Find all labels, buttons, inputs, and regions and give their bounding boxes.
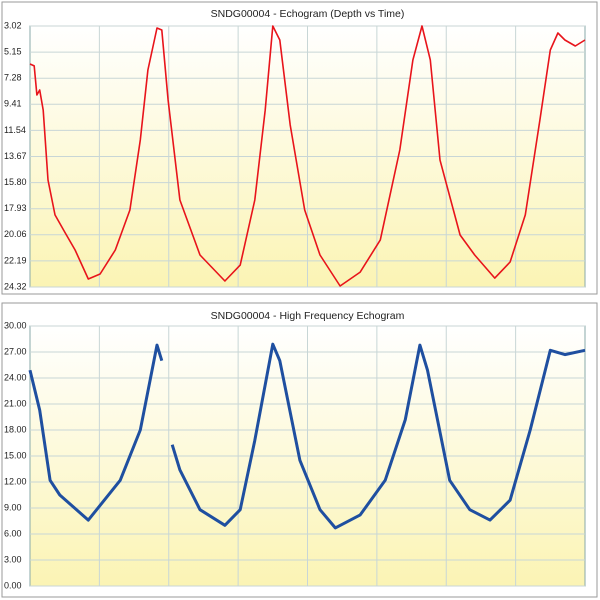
- y-tick-label: 24.32: [4, 281, 27, 291]
- y-tick-label: 9.00: [4, 502, 22, 512]
- y-tick-label: 13.67: [4, 151, 27, 161]
- data-line: [28, 342, 586, 530]
- chart-title: SNDG00004 - High Frequency Echogram: [211, 310, 405, 322]
- y-tick-label: 20.06: [4, 229, 27, 239]
- chart-title: SNDG00004 - Echogram (Depth vs Time): [211, 8, 405, 20]
- y-tick-label: 15.00: [4, 450, 27, 460]
- y-tick-label: 5.15: [4, 46, 22, 56]
- y-tick-label: 0.00: [4, 580, 22, 590]
- y-tick-label: 24.00: [4, 372, 27, 382]
- y-tick-label: 30.00: [4, 320, 27, 330]
- y-tick-label: 12.00: [4, 476, 27, 486]
- y-tick-label: 22.19: [4, 255, 27, 265]
- y-tick-label: 3.02: [4, 20, 22, 30]
- y-tick-label: 7.28: [4, 73, 22, 83]
- y-tick-label: 27.00: [4, 346, 27, 356]
- y-tick-label: 6.00: [4, 528, 22, 538]
- y-tick-label: 18.00: [4, 424, 27, 434]
- data-line: [29, 25, 586, 287]
- y-tick-label: 17.93: [4, 203, 27, 213]
- y-tick-label: 15.80: [4, 177, 27, 187]
- y-tick-label: 9.41: [4, 99, 22, 109]
- y-tick-label: 21.00: [4, 398, 27, 408]
- y-tick-label: 11.54: [4, 125, 26, 135]
- y-tick-label: 3.00: [4, 554, 22, 564]
